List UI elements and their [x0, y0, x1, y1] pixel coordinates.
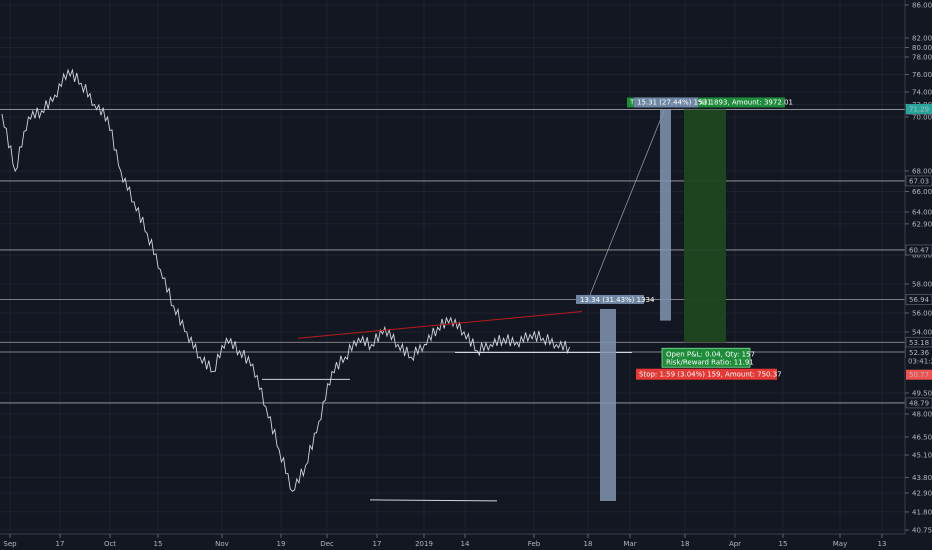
level-axis-box — [905, 175, 932, 187]
price-axis-box — [906, 369, 932, 380]
target-label-tail: %) 1893, Amount: 3972.01 — [698, 98, 793, 106]
y-axis-tick-label: 56.00 — [912, 310, 932, 318]
y-axis-tick-label: 66.00 — [912, 188, 932, 196]
horizontal-levels — [0, 109, 905, 404]
y-axis-tick-label: 70.00 — [912, 114, 932, 122]
y-axis-tick-label: 41.80 — [912, 508, 932, 516]
x-axis-tick-label: 18 — [681, 540, 690, 548]
x-axis-tick-label: 2019 — [415, 540, 433, 548]
x-axis[interactable]: Sep 17 Oct 15 Nov 19 Dec 17 2019 14 Feb 18 Mar 18 Apr 1… — [3, 534, 886, 548]
countdown-label: 03:41:28 — [908, 358, 932, 366]
level-axis-label: 53.18 — [909, 339, 929, 347]
open-pl-label: Open P&L: 0.04, Qty: 157 — [666, 350, 755, 358]
x-axis-tick-label: 14 — [461, 540, 470, 548]
x-axis-tick-label: Dec — [320, 540, 334, 548]
level-axis-box — [905, 397, 932, 409]
y-axis-tick-label: 40.75 — [912, 527, 932, 535]
grid — [0, 0, 905, 534]
x-axis-tick-label: Feb — [528, 540, 541, 548]
y-axis[interactable]: 86.0082.0080.0078.0076.0074.0072.0070.00… — [905, 2, 932, 535]
price-series — [1, 68, 571, 492]
level-axis-label: 48.79 — [909, 399, 929, 407]
x-axis-tick-label: Nov — [215, 540, 229, 548]
y-axis-tick-label: 60.00 — [912, 252, 932, 260]
x-axis-tick-label: Mar — [623, 540, 636, 548]
price-axis-label: 71.29 — [909, 105, 929, 113]
measure-label-1: 13.34 (31.43%) 1334 — [580, 296, 655, 304]
target-label-box — [627, 97, 785, 108]
open-pl-box — [661, 347, 751, 368]
y-axis-tick-label: 58.00 — [912, 281, 932, 289]
stop-label-box — [636, 368, 777, 380]
y-axis-tick-label: 76.00 — [912, 71, 932, 79]
x-axis-tick-label: 18 — [584, 540, 593, 548]
y-axis-tick-label: 74.00 — [912, 89, 932, 97]
profit-zone[interactable] — [684, 109, 726, 343]
price-axis-label: 52.36 — [909, 349, 930, 357]
price-axis-box — [906, 103, 932, 114]
y-axis-tick-label: 49.50 — [912, 390, 932, 398]
risk-reward-label: Risk/Reward Ratio: 11.91 — [666, 358, 754, 366]
y-axis-tick-label: 80.00 — [912, 44, 932, 52]
y-axis-tick-label: 78.00 — [912, 54, 932, 62]
red-trendline[interactable] — [297, 311, 583, 339]
y-axis-tick-label: 54.00 — [912, 329, 932, 337]
countdown-box — [906, 356, 932, 366]
y-axis-tick-label: 43.80 — [912, 474, 932, 482]
x-axis-tick-label: 17 — [373, 540, 382, 548]
x-axis-tick-label: Sep — [3, 540, 17, 548]
x-axis-tick-label: 17 — [56, 540, 65, 548]
measure-bar-1[interactable] — [600, 309, 616, 501]
measure-bar-2[interactable] — [660, 109, 671, 321]
y-axis-tick-label: 42.90 — [912, 490, 932, 498]
measure-label-box-2 — [634, 97, 698, 108]
y-axis-tick-label: 48.00 — [912, 411, 932, 419]
level-axis-label: 56.94 — [909, 296, 930, 304]
y-axis-tick-label: 45.10 — [912, 452, 932, 460]
y-axis-tick-label: 62.90 — [912, 220, 932, 228]
price-axis-label: 50.77 — [909, 371, 929, 379]
support-line-2[interactable] — [369, 499, 498, 502]
x-axis-tick-label: Apr — [729, 540, 741, 548]
price-line — [1, 68, 571, 492]
projection-line[interactable] — [589, 110, 665, 296]
level-axis-label: 60.47 — [909, 246, 929, 254]
y-axis-tick-label: 68.00 — [912, 168, 932, 176]
y-axis-tick-label: 46.50 — [912, 434, 932, 442]
x-axis-tick-label: 15 — [154, 540, 163, 548]
price-axis-box — [906, 347, 932, 358]
y-axis-tick-label: 86.00 — [912, 2, 932, 10]
level-axis-box — [905, 244, 932, 256]
target-label-start: T — [629, 98, 635, 106]
y-axis-tick-label: 64.00 — [912, 209, 932, 217]
x-axis-tick-label: 15 — [779, 540, 788, 548]
y-axis-tick-label: 82.00 — [912, 35, 932, 43]
level-axis-label: 67.03 — [909, 177, 929, 185]
measure-label-2: 15.31 (27.44%) 1531 — [637, 98, 711, 106]
level-axis-box — [905, 294, 932, 305]
x-axis-tick-label: 13 — [878, 540, 887, 548]
x-axis-tick-label: May — [833, 540, 847, 548]
measure-label-box-1 — [576, 294, 644, 304]
drawings[interactable]: 13.34 (31.43%) 1334 T %) 1893, Amount: 397… — [262, 97, 793, 502]
x-axis-tick-label: Oct — [104, 540, 116, 548]
x-axis-tick-label: 19 — [277, 540, 286, 548]
stop-label: Stop: 1.59 (3.04%) 159, Amount: 750.37 — [639, 371, 782, 379]
